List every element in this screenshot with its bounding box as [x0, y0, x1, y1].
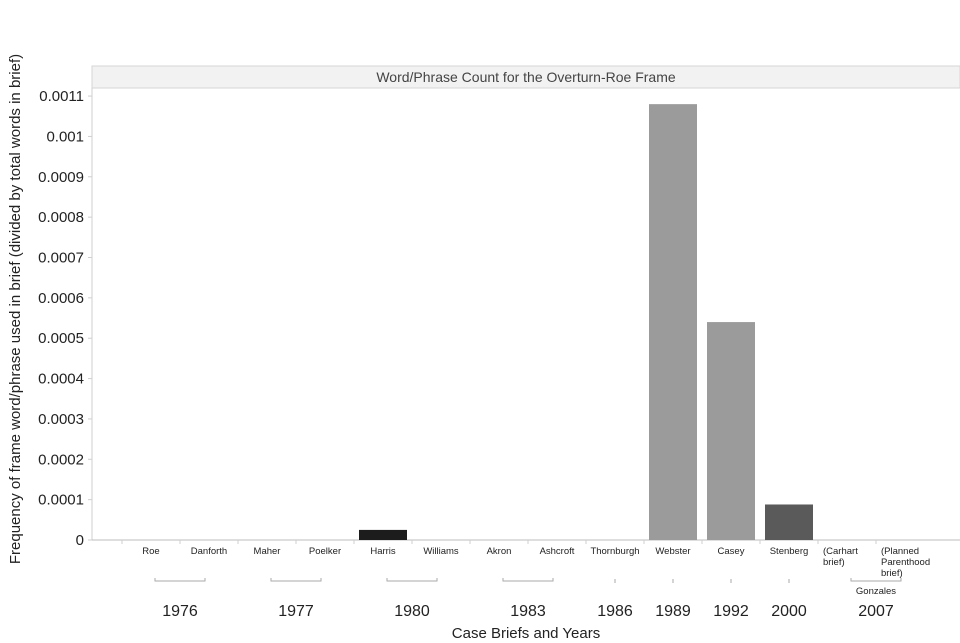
year-label: 1980	[394, 603, 430, 620]
y-tick-label: 0	[76, 532, 84, 549]
bar-stenberg[interactable]	[765, 504, 813, 540]
category-label: Webster	[655, 546, 690, 557]
category-labels: Roe Danforth Maher Poelker Harris Williams Akr…	[121, 540, 930, 579]
category-label: Roe	[142, 546, 159, 557]
group-sublabel: Gonzales	[856, 586, 896, 597]
y-tick-label: 0.0006	[38, 290, 84, 307]
year-label: 1986	[597, 603, 633, 620]
y-tick-label: 0.0002	[38, 451, 84, 468]
x-axis-label: Case Briefs and Years	[452, 625, 600, 642]
y-tick-label: 0.0011	[39, 88, 84, 105]
bar-harris[interactable]	[359, 529, 407, 540]
year-bracket	[154, 578, 206, 582]
y-tick-label: 0.0004	[38, 371, 84, 388]
category-label: Thornburgh	[590, 546, 639, 557]
year-bracket	[502, 578, 554, 582]
year-label: 2007	[858, 603, 894, 620]
category-label: Stenberg	[770, 546, 809, 557]
year-label: 2000	[771, 603, 807, 620]
y-tick-label: 0.001	[46, 128, 84, 145]
year-label: 1983	[510, 603, 546, 620]
chart-title: Word/Phrase Count for the Overturn-Roe F…	[376, 69, 676, 85]
category-label: (Planned Parenthood brief)	[881, 546, 930, 579]
category-label: Maher	[254, 546, 281, 557]
y-tick-label: 0.0009	[38, 169, 84, 186]
category-label: Harris	[370, 546, 396, 557]
y-tick-label: 0.0001	[38, 492, 84, 509]
y-tick-label: 0.0003	[38, 411, 84, 428]
y-tick-label: 0.0008	[38, 209, 84, 226]
title-bar	[91, 65, 960, 89]
category-label: Akron	[487, 546, 512, 557]
category-label: (Carhart brief)	[823, 546, 858, 568]
year-bracket	[270, 578, 322, 582]
bar-casey[interactable]	[707, 322, 755, 540]
year-labels: 1976 1977 1980 1983 1986 1989 1992 2000 Gonzales…	[154, 578, 902, 620]
year-bracket	[850, 578, 902, 582]
y-axis-ticks: 0 0.0001 0.0002 0.0003 0.0004 0.0005 0.0006 0.0…	[38, 88, 92, 549]
category-label: Williams	[423, 546, 459, 557]
category-label: Poelker	[309, 546, 341, 557]
y-tick-label: 0.0007	[38, 250, 84, 267]
category-label: Casey	[718, 546, 745, 557]
year-label: 1989	[655, 603, 691, 620]
year-label: 1977	[278, 603, 314, 620]
bars-group	[359, 104, 813, 541]
year-label: 1992	[713, 603, 749, 620]
category-label: Danforth	[191, 546, 227, 557]
y-tick-label: 0.0005	[38, 330, 84, 347]
year-label: 1976	[162, 603, 198, 620]
y-axis-label: Frequency of frame word/phrase used in b…	[7, 54, 24, 564]
year-bracket	[386, 578, 438, 582]
bar-webster[interactable]	[649, 104, 697, 541]
category-label: Ashcroft	[540, 546, 575, 557]
